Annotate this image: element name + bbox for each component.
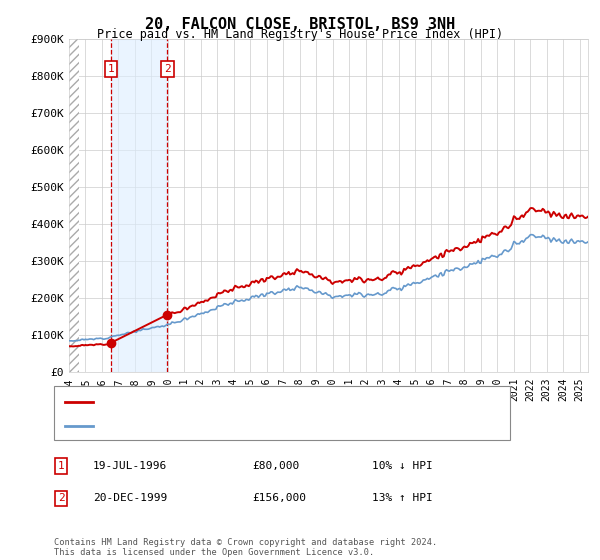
Text: Price paid vs. HM Land Registry's House Price Index (HPI): Price paid vs. HM Land Registry's House … [97,28,503,41]
Text: 2: 2 [58,493,65,503]
Bar [69,39,79,372]
Text: 13% ↑ HPI: 13% ↑ HPI [372,493,433,503]
Text: £80,000: £80,000 [252,461,299,471]
Text: 20, FALCON CLOSE, BRISTOL, BS9 3NH: 20, FALCON CLOSE, BRISTOL, BS9 3NH [145,17,455,32]
Text: 2: 2 [164,64,171,74]
Text: HPI: Average price, detached house, City of Bristol: HPI: Average price, detached house, City… [98,421,416,431]
Text: 20, FALCON CLOSE, BRISTOL, BS9 3NH (detached house): 20, FALCON CLOSE, BRISTOL, BS9 3NH (deta… [98,398,416,407]
Text: 20-DEC-1999: 20-DEC-1999 [93,493,167,503]
Bar [111,39,167,372]
Text: 10% ↓ HPI: 10% ↓ HPI [372,461,433,471]
Text: Contains HM Land Registry data © Crown copyright and database right 2024.
This d: Contains HM Land Registry data © Crown c… [54,538,437,557]
Text: 1: 1 [107,64,115,74]
Text: 19-JUL-1996: 19-JUL-1996 [93,461,167,471]
Text: 1: 1 [58,461,65,471]
Text: £156,000: £156,000 [252,493,306,503]
